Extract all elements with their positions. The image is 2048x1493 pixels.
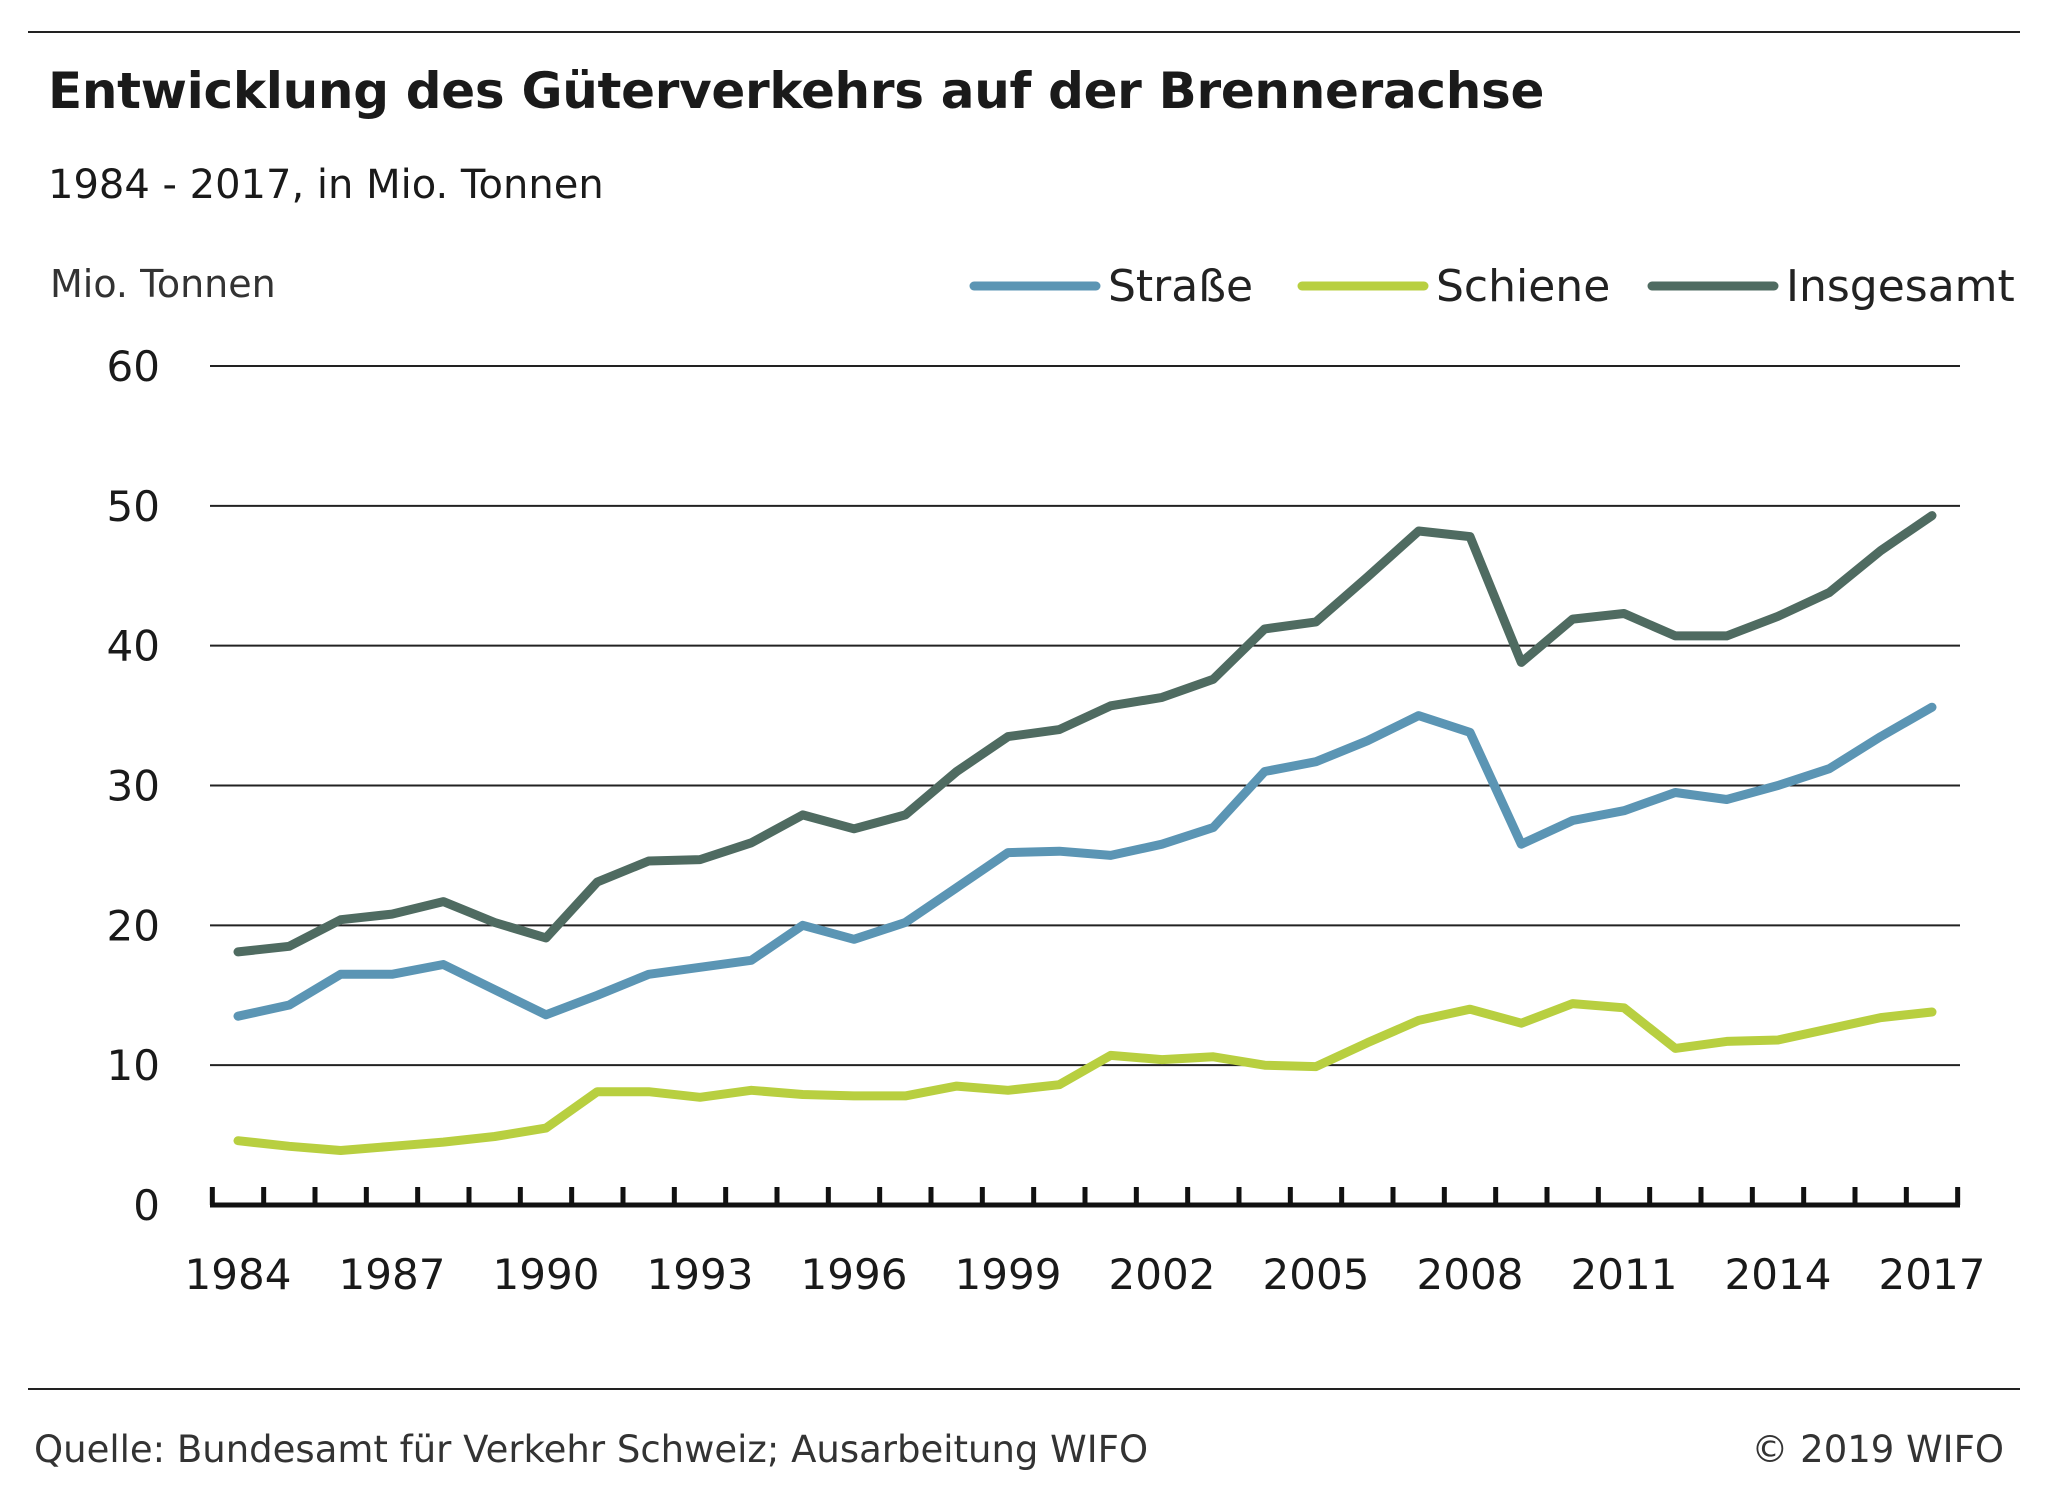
chart-subtitle: 1984 - 2017, in Mio. Tonnen (48, 162, 604, 208)
x-tick-label: 2017 (1879, 1250, 1986, 1299)
x-tick-label: 1999 (955, 1250, 1062, 1299)
source-note: Quelle: Bundesamt für Verkehr Schweiz; A… (34, 1428, 1149, 1471)
series-lines (233, 511, 1937, 1155)
legend-label: Insgesamt (1786, 261, 2015, 312)
x-tick-label: 1996 (801, 1250, 908, 1299)
x-axis: 1984 1987 1990 1993 1996 1999 2002 2005 2008 2011… (185, 1187, 1986, 1299)
x-tick-label: 2011 (1571, 1250, 1678, 1299)
top-rule (28, 31, 2020, 33)
y-tick-labels: 0 10 20 30 40 50 60 (107, 342, 160, 1230)
y-tick-label: 10 (107, 1041, 160, 1090)
x-tick-label: 2008 (1417, 1250, 1524, 1299)
y-tick-label: 30 (107, 762, 160, 811)
y-axis-label: Mio. Tonnen (50, 262, 276, 306)
y-tick-label: 0 (133, 1181, 160, 1230)
y-tick-label: 50 (107, 482, 160, 531)
x-tick-label: 1984 (185, 1250, 292, 1299)
legend: Straße Schiene Insgesamt (969, 261, 2015, 312)
x-tick-label: 2014 (1725, 1250, 1832, 1299)
bottom-rule (28, 1388, 2020, 1390)
series-line-insgesamt (233, 511, 1937, 957)
copyright-note: © 2019 WIFO (1751, 1428, 2004, 1471)
legend-label: Schiene (1436, 261, 1610, 312)
y-tick-label: 20 (107, 901, 160, 950)
series-line-straße (233, 702, 1937, 1021)
chart-title: Entwicklung des Güterverkehrs auf der Br… (48, 62, 1545, 120)
y-tick-label: 60 (107, 342, 160, 391)
legend-label: Straße (1108, 261, 1253, 312)
x-tick-label: 2005 (1263, 1250, 1370, 1299)
x-tick-label: 2002 (1109, 1250, 1216, 1299)
series-line-schiene (233, 999, 1937, 1155)
x-tick-label: 1990 (493, 1250, 600, 1299)
y-tick-label: 40 (107, 622, 160, 671)
x-tick-label: 1993 (647, 1250, 754, 1299)
x-tick-label: 1987 (339, 1250, 446, 1299)
